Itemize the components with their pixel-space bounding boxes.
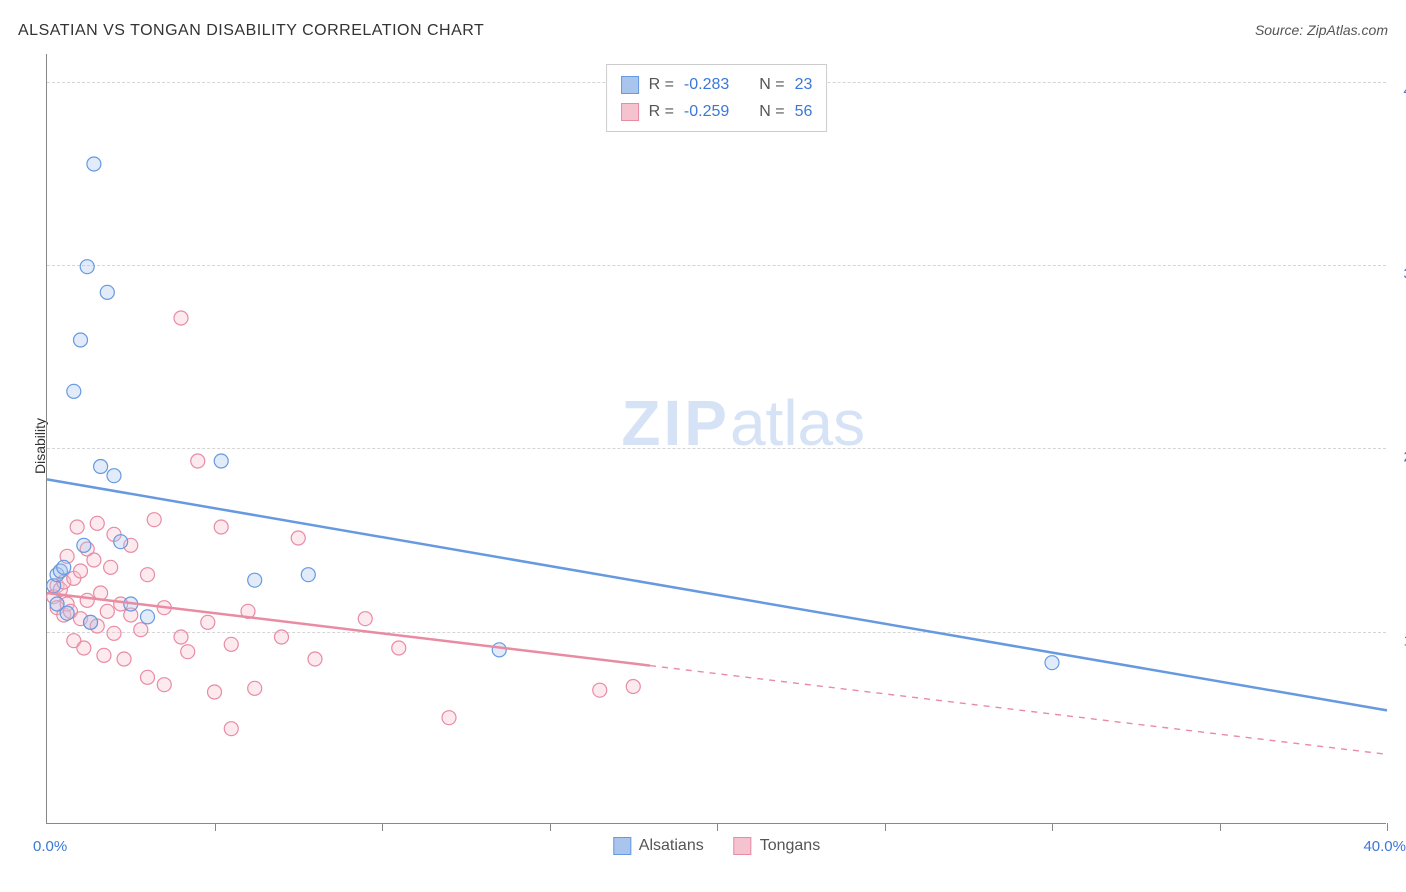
data-point	[248, 573, 262, 587]
x-tick	[382, 823, 383, 831]
trend-line-extrapolated	[650, 666, 1387, 755]
legend-stats-row-1: R = -0.283 N = 23	[621, 71, 813, 98]
data-point	[141, 610, 155, 624]
data-point	[492, 643, 506, 657]
data-point	[80, 260, 94, 274]
swatch-series-2b	[734, 837, 752, 855]
data-point	[1045, 656, 1059, 670]
legend-label-2: Tongans	[760, 837, 821, 855]
n-label: N =	[759, 71, 784, 98]
data-point	[104, 560, 118, 574]
data-point	[90, 516, 104, 530]
x-tick	[717, 823, 718, 831]
data-point	[224, 722, 238, 736]
n-value-1: 23	[795, 71, 813, 98]
r-value-2: -0.259	[684, 98, 729, 125]
r-value-1: -0.283	[684, 71, 729, 98]
data-point	[87, 553, 101, 567]
x-tick	[215, 823, 216, 831]
x-tick	[1052, 823, 1053, 831]
plot-area: ZIPatlas 10.0%20.0%30.0%40.0% R = -0.283…	[46, 54, 1386, 824]
swatch-series-1b	[613, 837, 631, 855]
data-point	[214, 454, 228, 468]
x-tick	[550, 823, 551, 831]
data-point	[392, 641, 406, 655]
data-point	[67, 384, 81, 398]
data-point	[80, 593, 94, 607]
data-point	[201, 615, 215, 629]
data-point	[134, 623, 148, 637]
legend-label-1: Alsatians	[639, 837, 704, 855]
data-point	[74, 333, 88, 347]
data-point	[291, 531, 305, 545]
data-point	[77, 538, 91, 552]
data-point	[100, 604, 114, 618]
data-point	[100, 285, 114, 299]
n-value-2: 56	[795, 98, 813, 125]
data-point	[174, 311, 188, 325]
data-point	[174, 630, 188, 644]
chart-title: ALSATIAN VS TONGAN DISABILITY CORRELATIO…	[18, 22, 484, 40]
data-point	[248, 681, 262, 695]
chart-container: ALSATIAN VS TONGAN DISABILITY CORRELATIO…	[0, 0, 1406, 892]
data-point	[107, 469, 121, 483]
data-point	[308, 652, 322, 666]
data-point	[214, 520, 228, 534]
legend-item-2: Tongans	[734, 837, 821, 855]
data-point	[84, 615, 98, 629]
data-point	[181, 645, 195, 659]
data-point	[275, 630, 289, 644]
data-point	[60, 606, 74, 620]
data-point	[593, 683, 607, 697]
data-point	[114, 535, 128, 549]
source-label: Source: ZipAtlas.com	[1255, 22, 1388, 38]
data-point	[157, 678, 171, 692]
x-axis-min-label: 0.0%	[33, 838, 67, 855]
x-tick	[1220, 823, 1221, 831]
legend-stats-row-2: R = -0.259 N = 56	[621, 98, 813, 125]
data-point	[626, 680, 640, 694]
data-point	[358, 612, 372, 626]
data-point	[94, 460, 108, 474]
data-point	[97, 648, 111, 662]
data-point	[74, 564, 88, 578]
swatch-series-1	[621, 76, 639, 94]
data-point	[191, 454, 205, 468]
data-point	[224, 637, 238, 651]
data-point	[301, 568, 315, 582]
scatter-svg	[47, 54, 1386, 823]
x-tick	[1387, 823, 1388, 831]
data-point	[141, 670, 155, 684]
data-point	[141, 568, 155, 582]
legend-series: Alsatians Tongans	[613, 837, 820, 855]
data-point	[57, 560, 71, 574]
data-point	[208, 685, 222, 699]
data-point	[87, 157, 101, 171]
data-point	[147, 513, 161, 527]
x-axis-max-label: 40.0%	[1363, 838, 1406, 855]
trend-line	[47, 479, 1387, 710]
legend-item-1: Alsatians	[613, 837, 704, 855]
r-label: R =	[649, 71, 674, 98]
x-tick	[885, 823, 886, 831]
data-point	[117, 652, 131, 666]
data-point	[70, 520, 84, 534]
data-point	[77, 641, 91, 655]
data-point	[442, 711, 456, 725]
swatch-series-2	[621, 103, 639, 121]
r-label: R =	[649, 98, 674, 125]
legend-stats: R = -0.283 N = 23 R = -0.259 N = 56	[606, 64, 828, 132]
data-point	[107, 626, 121, 640]
n-label: N =	[759, 98, 784, 125]
